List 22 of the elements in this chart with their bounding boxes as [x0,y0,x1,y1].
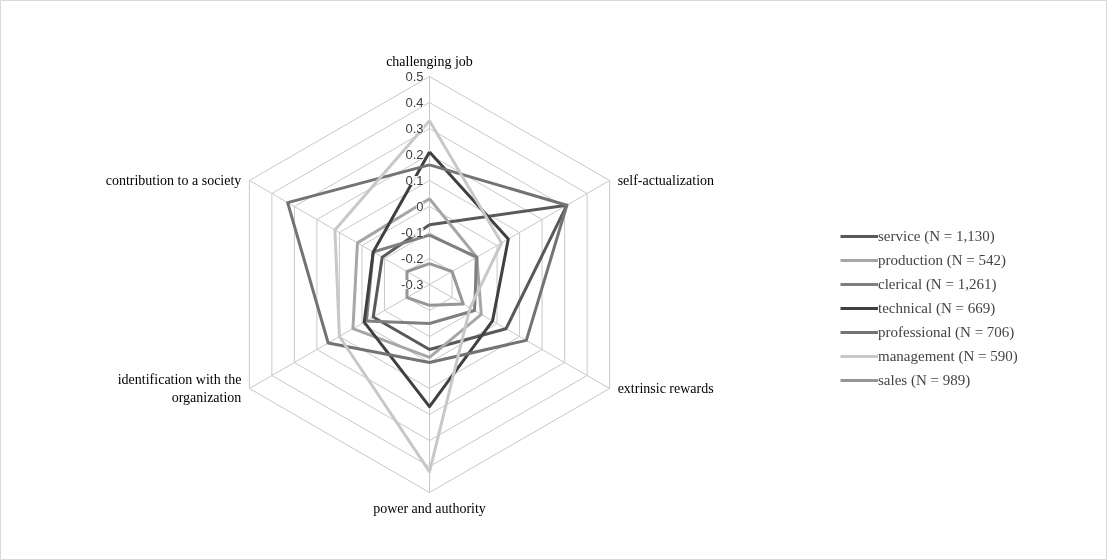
y-tick-label: 0.2 [405,147,424,162]
legend-label: service (N = 1,130) [878,227,995,245]
legend-label: clerical (N = 1,261) [878,275,997,293]
y-tick-label: 0 [416,199,424,214]
legend-label: technical (N = 669) [878,299,996,317]
legend-label: production (N = 542) [878,251,1007,269]
y-tick-label: 0.5 [405,69,424,84]
spoke-label: extrinsic rewards [617,381,714,396]
spoke-label: contribution to a society [105,173,242,188]
legend-label: professional (N = 706) [878,323,1015,341]
spoke-label: identification with the organization [117,372,242,405]
y-tick-label: 0.3 [405,121,424,136]
spoke-label: power and authority [373,500,486,516]
y-tick-label: 0.1 [405,173,424,188]
y-tick-label: -0.3 [401,277,424,292]
spoke-label: challenging job [386,53,473,69]
legend-label: sales (N = 989) [878,371,971,389]
y-tick-label: -0.1 [401,225,424,240]
y-tick-label: -0.2 [401,251,424,266]
legend-label: management (N = 590) [878,347,1018,365]
spoke-label: self-actualization [617,173,715,188]
y-tick-label: 0.4 [405,95,424,110]
